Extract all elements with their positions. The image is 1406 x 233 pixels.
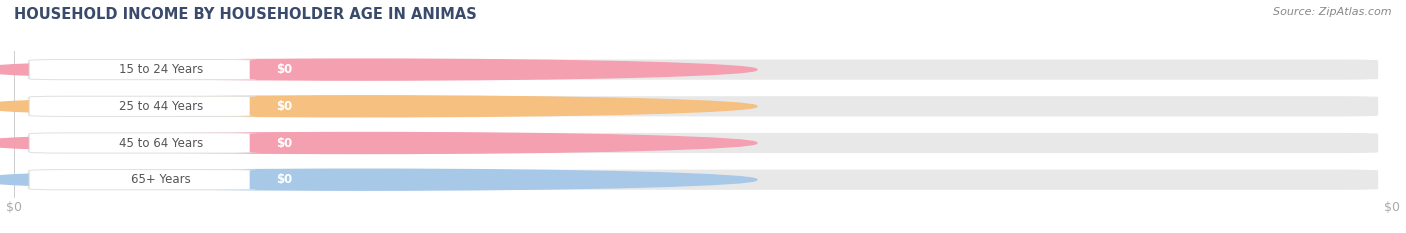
FancyBboxPatch shape bbox=[28, 133, 1378, 153]
Circle shape bbox=[0, 169, 756, 190]
FancyBboxPatch shape bbox=[30, 59, 256, 80]
Text: 15 to 24 Years: 15 to 24 Years bbox=[120, 63, 204, 76]
Text: 25 to 44 Years: 25 to 44 Years bbox=[120, 100, 204, 113]
Text: Source: ZipAtlas.com: Source: ZipAtlas.com bbox=[1274, 7, 1392, 17]
FancyBboxPatch shape bbox=[28, 59, 1378, 80]
FancyBboxPatch shape bbox=[250, 96, 319, 116]
Text: 45 to 64 Years: 45 to 64 Years bbox=[120, 137, 204, 150]
FancyBboxPatch shape bbox=[30, 170, 256, 190]
FancyBboxPatch shape bbox=[250, 133, 319, 153]
FancyBboxPatch shape bbox=[250, 170, 319, 190]
Text: HOUSEHOLD INCOME BY HOUSEHOLDER AGE IN ANIMAS: HOUSEHOLD INCOME BY HOUSEHOLDER AGE IN A… bbox=[14, 7, 477, 22]
Circle shape bbox=[0, 59, 756, 80]
FancyBboxPatch shape bbox=[250, 59, 319, 80]
FancyBboxPatch shape bbox=[28, 96, 1378, 116]
Text: $0: $0 bbox=[276, 100, 292, 113]
Circle shape bbox=[0, 133, 756, 154]
Text: $0: $0 bbox=[276, 63, 292, 76]
Circle shape bbox=[0, 96, 756, 117]
FancyBboxPatch shape bbox=[28, 170, 1378, 190]
FancyBboxPatch shape bbox=[30, 133, 256, 153]
FancyBboxPatch shape bbox=[30, 96, 256, 116]
Text: $0: $0 bbox=[276, 173, 292, 186]
Text: $0: $0 bbox=[276, 137, 292, 150]
Text: 65+ Years: 65+ Years bbox=[131, 173, 191, 186]
